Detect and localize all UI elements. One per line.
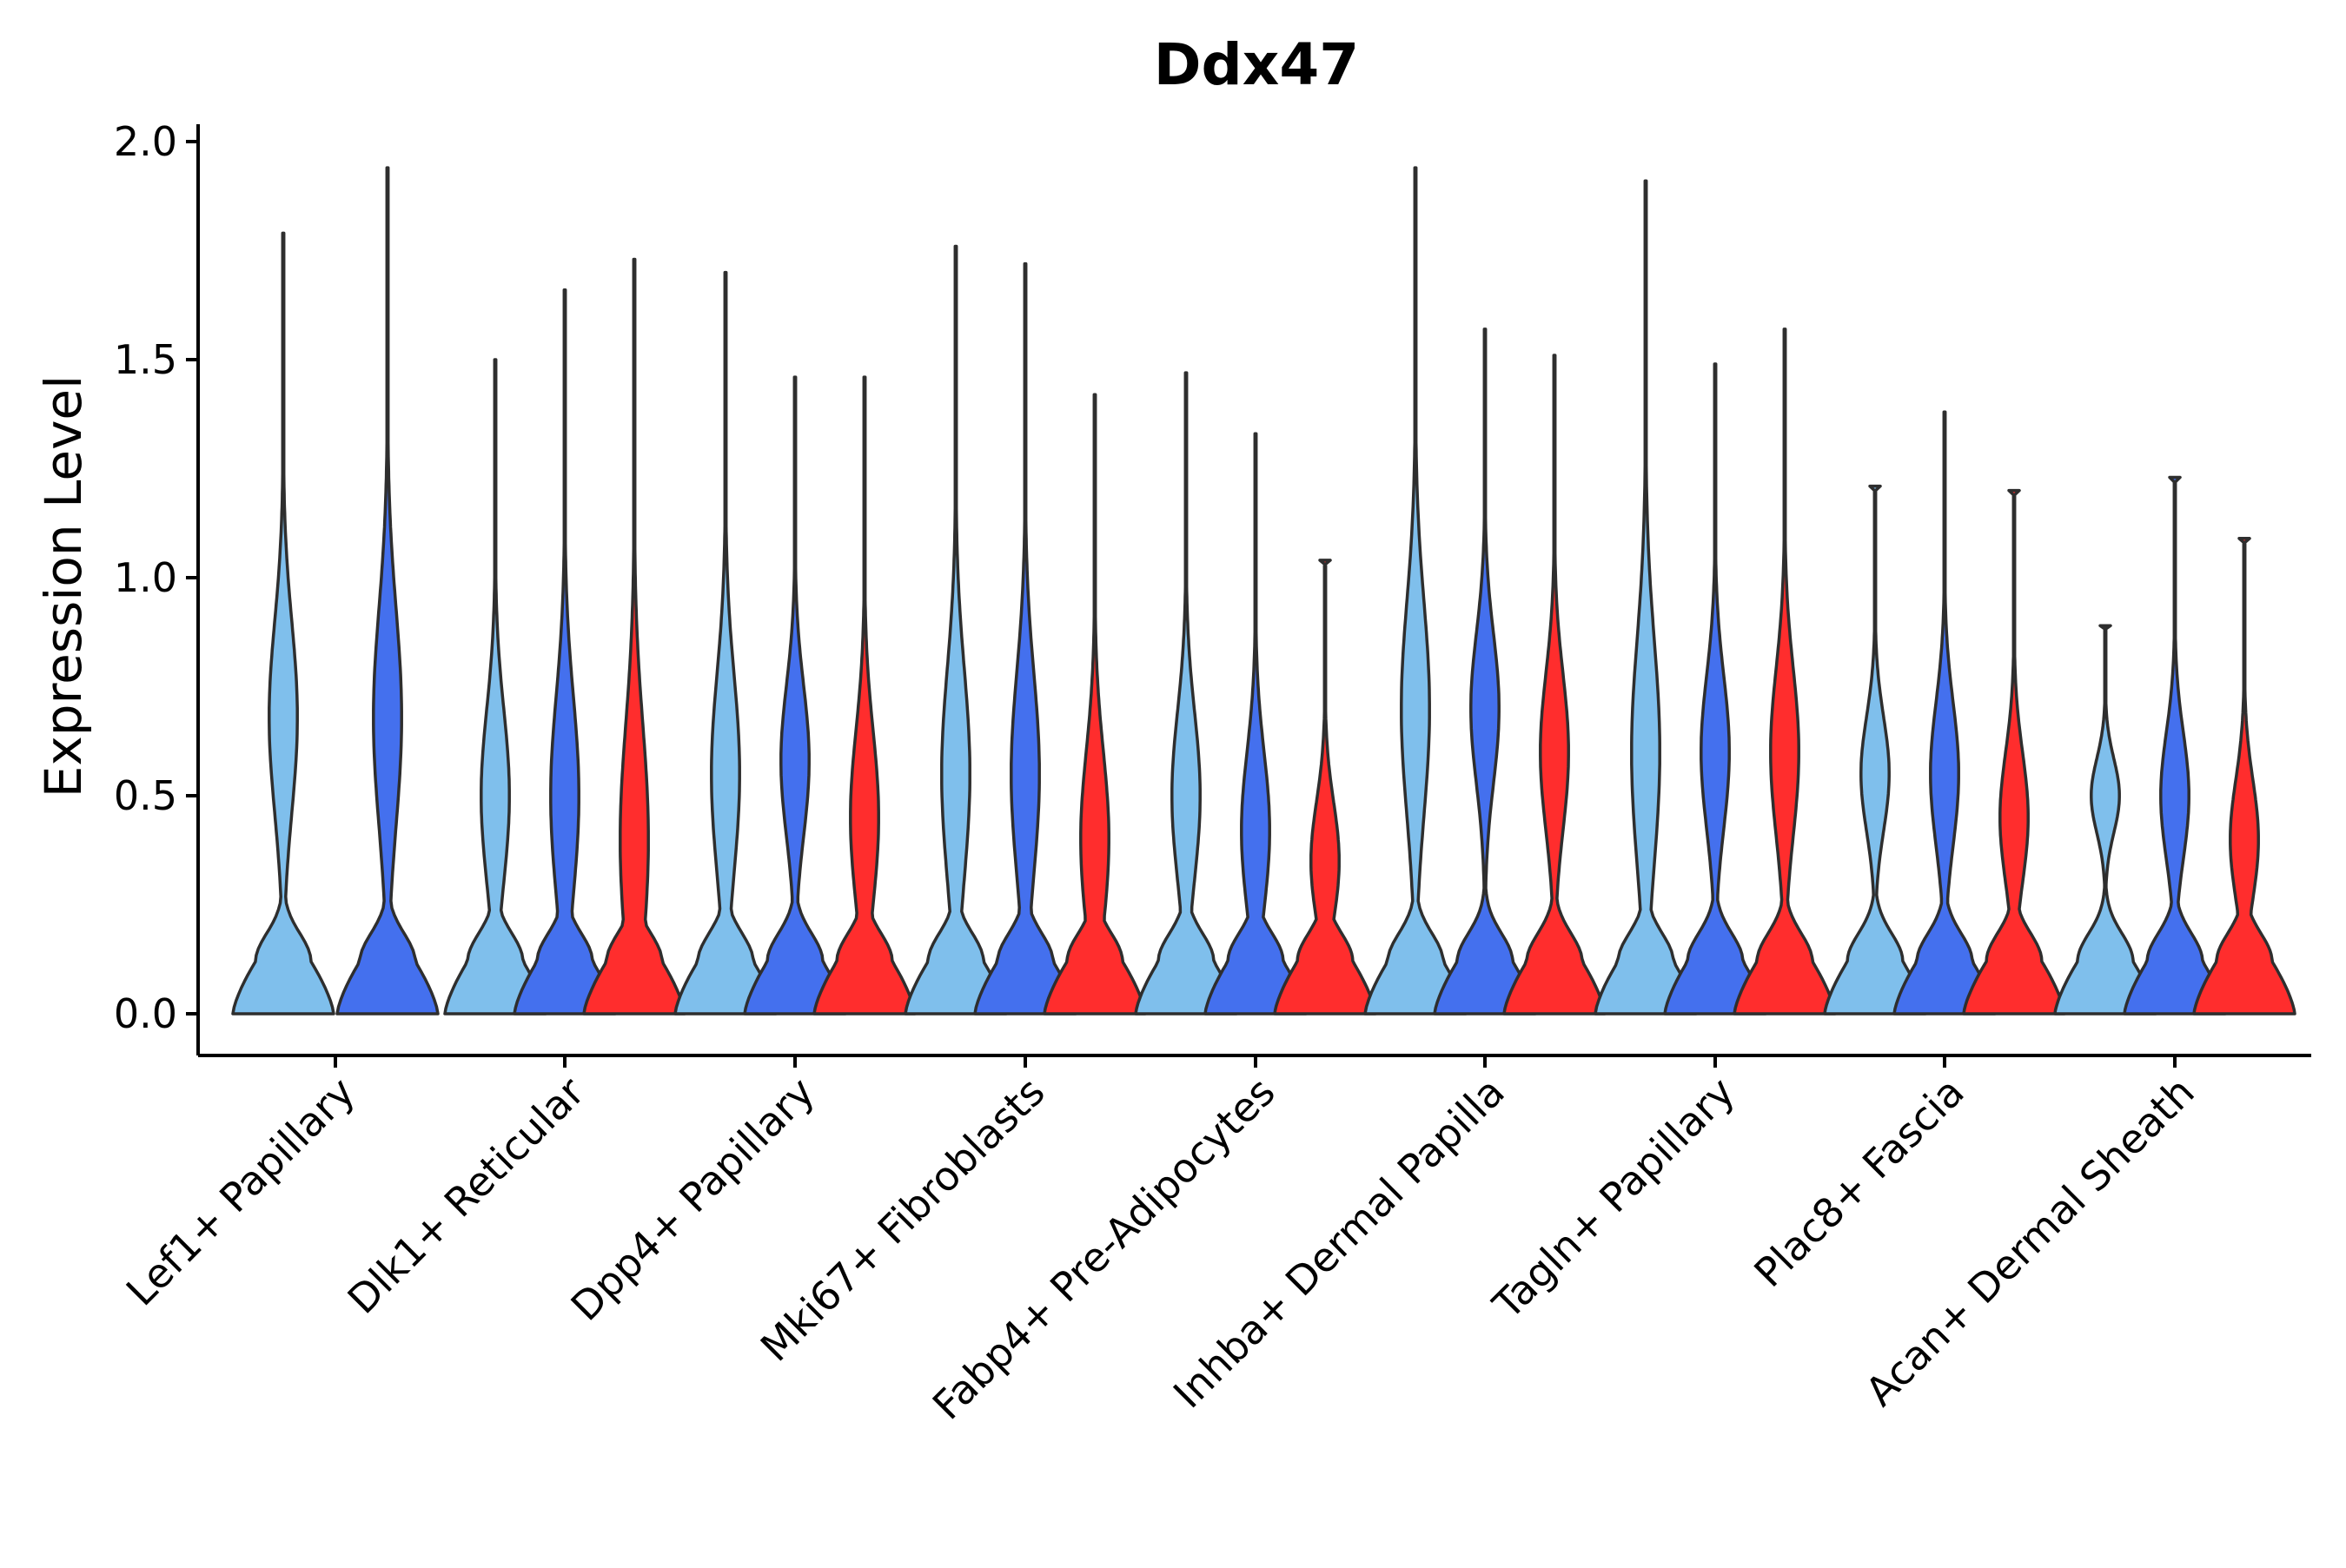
violin-royal-blue-mki67-fibroblasts: [973, 261, 1077, 1016]
violin-red-mki67-fibroblasts: [1043, 393, 1147, 1016]
violin-light-blue-dlk1-reticular: [443, 358, 547, 1016]
y-tick-label: 0.0: [114, 990, 177, 1037]
violin-light-blue-mki67-fibroblasts: [904, 244, 1008, 1016]
violin-royal-blue-tagln-papillary: [1663, 362, 1767, 1016]
chart-title: Ddx47: [1154, 31, 1359, 98]
x-tick-label: Dpp4+ Papillary: [562, 1068, 824, 1330]
violin-light-blue-tagln-papillary: [1594, 179, 1698, 1016]
violin-light-blue-acan-dermal-sheath: [2053, 624, 2157, 1016]
violin-red-fabp4-pre-adipocytes: [1273, 559, 1377, 1016]
violin-light-blue-fabp4-pre-adipocytes: [1134, 371, 1238, 1016]
violin-red-dlk1-reticular: [582, 257, 686, 1016]
y-axis-label: Expression Level: [34, 375, 93, 797]
violin-royal-blue-acan-dermal-sheath: [2123, 475, 2227, 1016]
violins-layer: [231, 166, 2296, 1016]
y-tick-label: 1.5: [114, 336, 177, 383]
violin-light-blue-dpp4-papillary: [673, 270, 778, 1016]
violin-royal-blue-dlk1-reticular: [513, 288, 617, 1016]
y-tick-label: 1.0: [114, 554, 177, 601]
x-tick-label: Dlk1+ Reticular: [339, 1068, 593, 1323]
violin-light-blue-plac8-fascia: [1823, 484, 1927, 1016]
violin-red-tagln-papillary: [1733, 327, 1837, 1016]
violin-light-blue-inhba-dermal-papilla: [1363, 166, 1468, 1016]
violin-red-plac8-fascia: [1962, 488, 2066, 1016]
y-tick-label: 2.0: [114, 118, 177, 165]
violin-red-dpp4-papillary: [812, 375, 917, 1016]
x-tick-label: Tagln+ Papillary: [1483, 1068, 1744, 1329]
x-tick-label: Lef1+ Papillary: [117, 1068, 364, 1315]
y-tick-label: 0.5: [114, 772, 177, 819]
violin-red-acan-dermal-sheath: [2192, 537, 2296, 1016]
violin-royal-blue-fabp4-pre-adipocytes: [1203, 432, 1308, 1016]
violin-royal-blue-lef1-papillary: [335, 166, 440, 1016]
y-axis: 0.0 0.5 1.0 1.5 2.0: [114, 118, 200, 1055]
violin-royal-blue-dpp4-papillary: [743, 375, 847, 1016]
violin-royal-blue-inhba-dermal-papilla: [1433, 327, 1537, 1016]
violin-royal-blue-plac8-fascia: [1892, 410, 1997, 1016]
violin-red-inhba-dermal-papilla: [1502, 354, 1607, 1016]
x-tick-label: Plac8+ Fascia: [1745, 1068, 1972, 1296]
violin-light-blue-lef1-papillary: [231, 231, 335, 1016]
